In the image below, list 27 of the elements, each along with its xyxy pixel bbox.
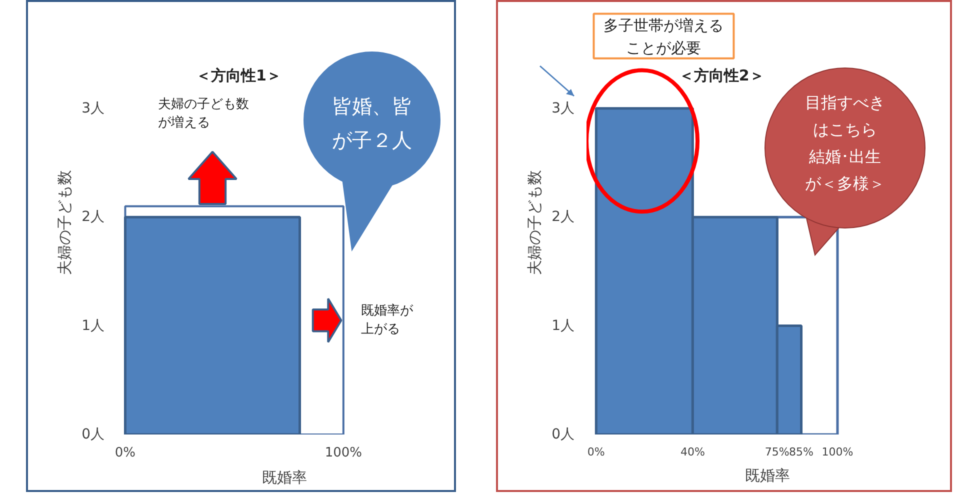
chart-title: ＜方向性2＞ (678, 66, 764, 85)
x-tick-label: 100% (324, 446, 362, 460)
x-tick-label: 85% (789, 446, 814, 458)
x-tick-label: 100% (822, 446, 854, 458)
x-axis-title: 既婚率 (745, 466, 790, 484)
x-axis-title: 既婚率 (262, 468, 307, 486)
y-tick-label: 0人 (82, 426, 105, 442)
y-tick-label: 1人 (82, 318, 105, 334)
y-axis-title: 夫婦の子ども数 (526, 170, 544, 275)
text: 多子世帯が増えることが必要 (604, 16, 724, 57)
y-tick-label: 3人 (82, 100, 105, 116)
annotation: 皆婚、皆が子２人 (332, 96, 412, 152)
x-tick-label: 0% (587, 446, 605, 458)
x-tick-label: 75% (764, 446, 790, 458)
x-tick-label: 40% (680, 446, 705, 458)
y-tick-label: 1人 (552, 318, 575, 334)
text: 夫婦の子ども数 (56, 170, 74, 275)
chart-title: ＜方向性1＞ (196, 66, 282, 85)
text: 既婚率が上がる (360, 302, 414, 338)
y-tick-label: 0人 (552, 426, 575, 442)
annotation: 目指すべきはこちら結婚･出生が＜多様＞ (805, 94, 885, 193)
y-axis-title: 夫婦の子ども数 (158, 96, 249, 112)
x-tick-label: 0% (114, 446, 136, 460)
y-tick-label: 3人 (552, 100, 575, 116)
y-tick-label: 2人 (82, 209, 105, 226)
y-tick-label: 2人 (552, 209, 575, 226)
text: が増える (158, 116, 210, 131)
